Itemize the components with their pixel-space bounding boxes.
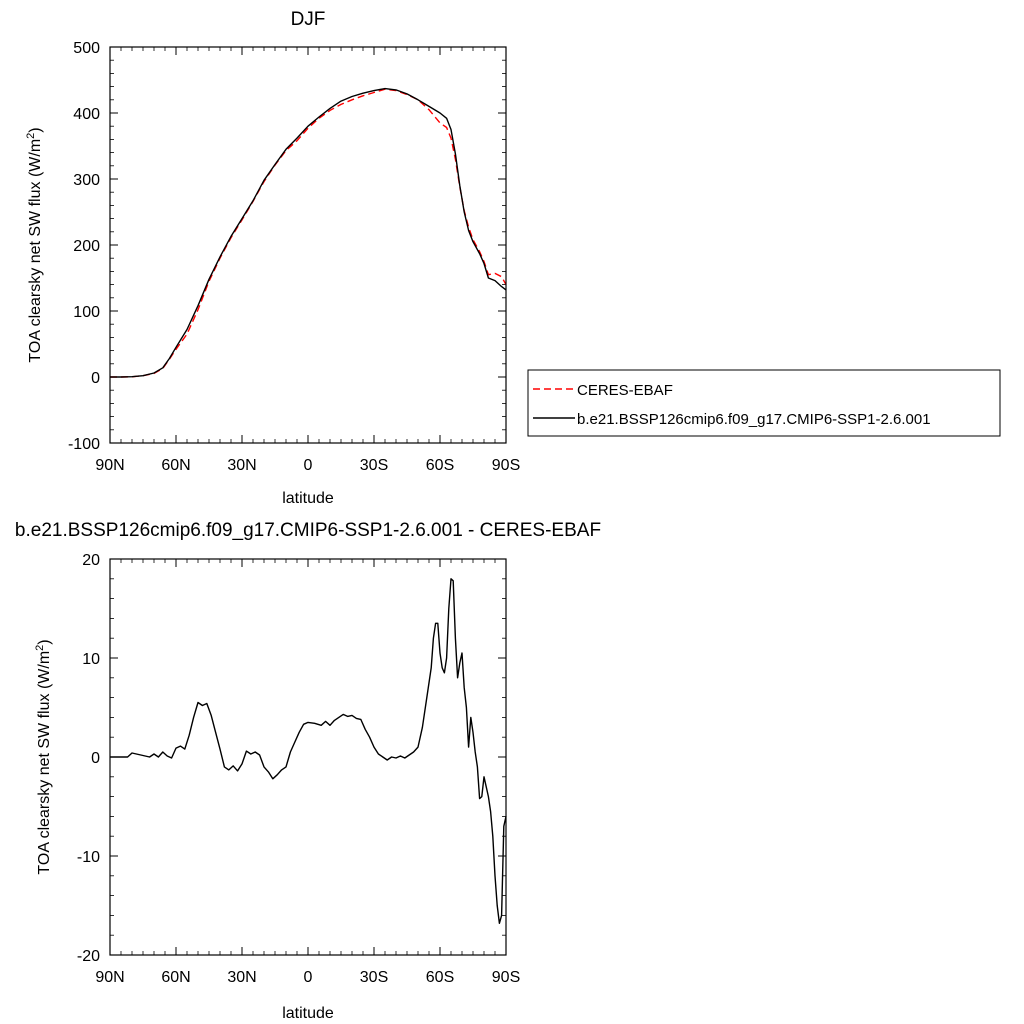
bottom-x-tick-label-0: 0 bbox=[304, 969, 313, 986]
top-y-axis-label-close: ) bbox=[27, 127, 44, 132]
bottom-y-axis-label: TOA clearsky net SW flux (W/m2) bbox=[34, 639, 53, 874]
bottom-chart-title: b.e21.BSSP126cmip6.f09_g17.CMIP6-SSP1-2.… bbox=[15, 520, 601, 541]
top-x-tick-label-30n: 30N bbox=[227, 457, 256, 474]
top-y-tick-label-300: 300 bbox=[73, 172, 100, 189]
top-series-b-e21-bssp126cmip6-f09-g17-cmip6-ssp1-2-6-001 bbox=[110, 87, 507, 378]
bottom-series-b-e21-bssp126cmip6-f09-g17-cmip6-ssp1-2-6-001-ceres-ebaf bbox=[110, 578, 507, 924]
bottom-plot-series bbox=[110, 578, 507, 924]
bottom-axes-ticks: 90N 60N 30N 0 30S 60S 90S -20 -10 0 10 20 bbox=[77, 552, 520, 986]
bottom-y-tick-label-20: 20 bbox=[82, 552, 100, 569]
bottom-y-tick-label-20: -20 bbox=[77, 948, 100, 965]
bottom-y-axis-label-close: ) bbox=[36, 639, 53, 644]
top-plot-series bbox=[110, 87, 507, 378]
top-y-tick-label-200: 200 bbox=[73, 238, 100, 255]
top-y-tick-label-400: 400 bbox=[73, 106, 100, 123]
top-plot-frame bbox=[109, 46, 507, 444]
legend-label-ceres-ebaf: CERES-EBAF bbox=[577, 382, 673, 399]
bottom-y-tick-label-10: -10 bbox=[77, 849, 100, 866]
top-series-ceres-ebaf bbox=[110, 88, 507, 378]
top-y-axis-label-main: TOA clearsky net SW flux (W/m bbox=[27, 139, 44, 363]
bottom-x-tick-label-90n: 90N bbox=[95, 969, 124, 986]
bottom-y-tick-label-0: 0 bbox=[91, 750, 100, 767]
bottom-y-tick-label-10: 10 bbox=[82, 651, 100, 668]
top-y-axis-label-superscript: 2 bbox=[25, 133, 37, 139]
top-x-axis-label: latitude bbox=[282, 490, 334, 507]
top-y-axis-label: TOA clearsky net SW flux (W/m2) bbox=[25, 127, 44, 362]
top-y-tick-label-100: -100 bbox=[68, 436, 100, 453]
legend-label-model: b.e21.BSSP126cmip6.f09_g17.CMIP6-SSP1-2.… bbox=[577, 411, 931, 428]
top-x-tick-label-90s: 90S bbox=[492, 457, 520, 474]
bottom-y-axis-label-superscript: 2 bbox=[34, 645, 46, 651]
top-x-tick-label-30s: 30S bbox=[360, 457, 388, 474]
bottom-x-axis-label: latitude bbox=[282, 1005, 334, 1022]
bottom-x-tick-label-30n: 30N bbox=[227, 969, 256, 986]
bottom-x-tick-label-60n: 60N bbox=[161, 969, 190, 986]
top-x-tick-label-60n: 60N bbox=[161, 457, 190, 474]
top-x-tick-label-0: 0 bbox=[304, 457, 313, 474]
bottom-plot-frame bbox=[109, 558, 507, 956]
top-y-tick-label-500: 500 bbox=[73, 40, 100, 57]
legend-box bbox=[527, 369, 1001, 437]
bottom-x-tick-label-30s: 30S bbox=[360, 969, 388, 986]
legend: CERES-EBAF b.e21.BSSP126cmip6.f09_g17.CM… bbox=[527, 369, 1001, 437]
top-y-tick-label-100: 100 bbox=[73, 304, 100, 321]
bottom-x-tick-label-60s: 60S bbox=[426, 969, 454, 986]
top-x-tick-label-90n: 90N bbox=[95, 457, 124, 474]
top-x-tick-label-60s: 60S bbox=[426, 457, 454, 474]
top-axes-ticks: 90N 60N 30N 0 30S 60S 90S -100 0 100 200 300 400 500 bbox=[68, 40, 520, 474]
top-y-tick-label-0: 0 bbox=[91, 370, 100, 387]
bottom-y-axis-label-main: TOA clearsky net SW flux (W/m bbox=[36, 651, 53, 875]
top-chart-title: DJF bbox=[291, 9, 326, 30]
bottom-x-tick-label-90s: 90S bbox=[492, 969, 520, 986]
